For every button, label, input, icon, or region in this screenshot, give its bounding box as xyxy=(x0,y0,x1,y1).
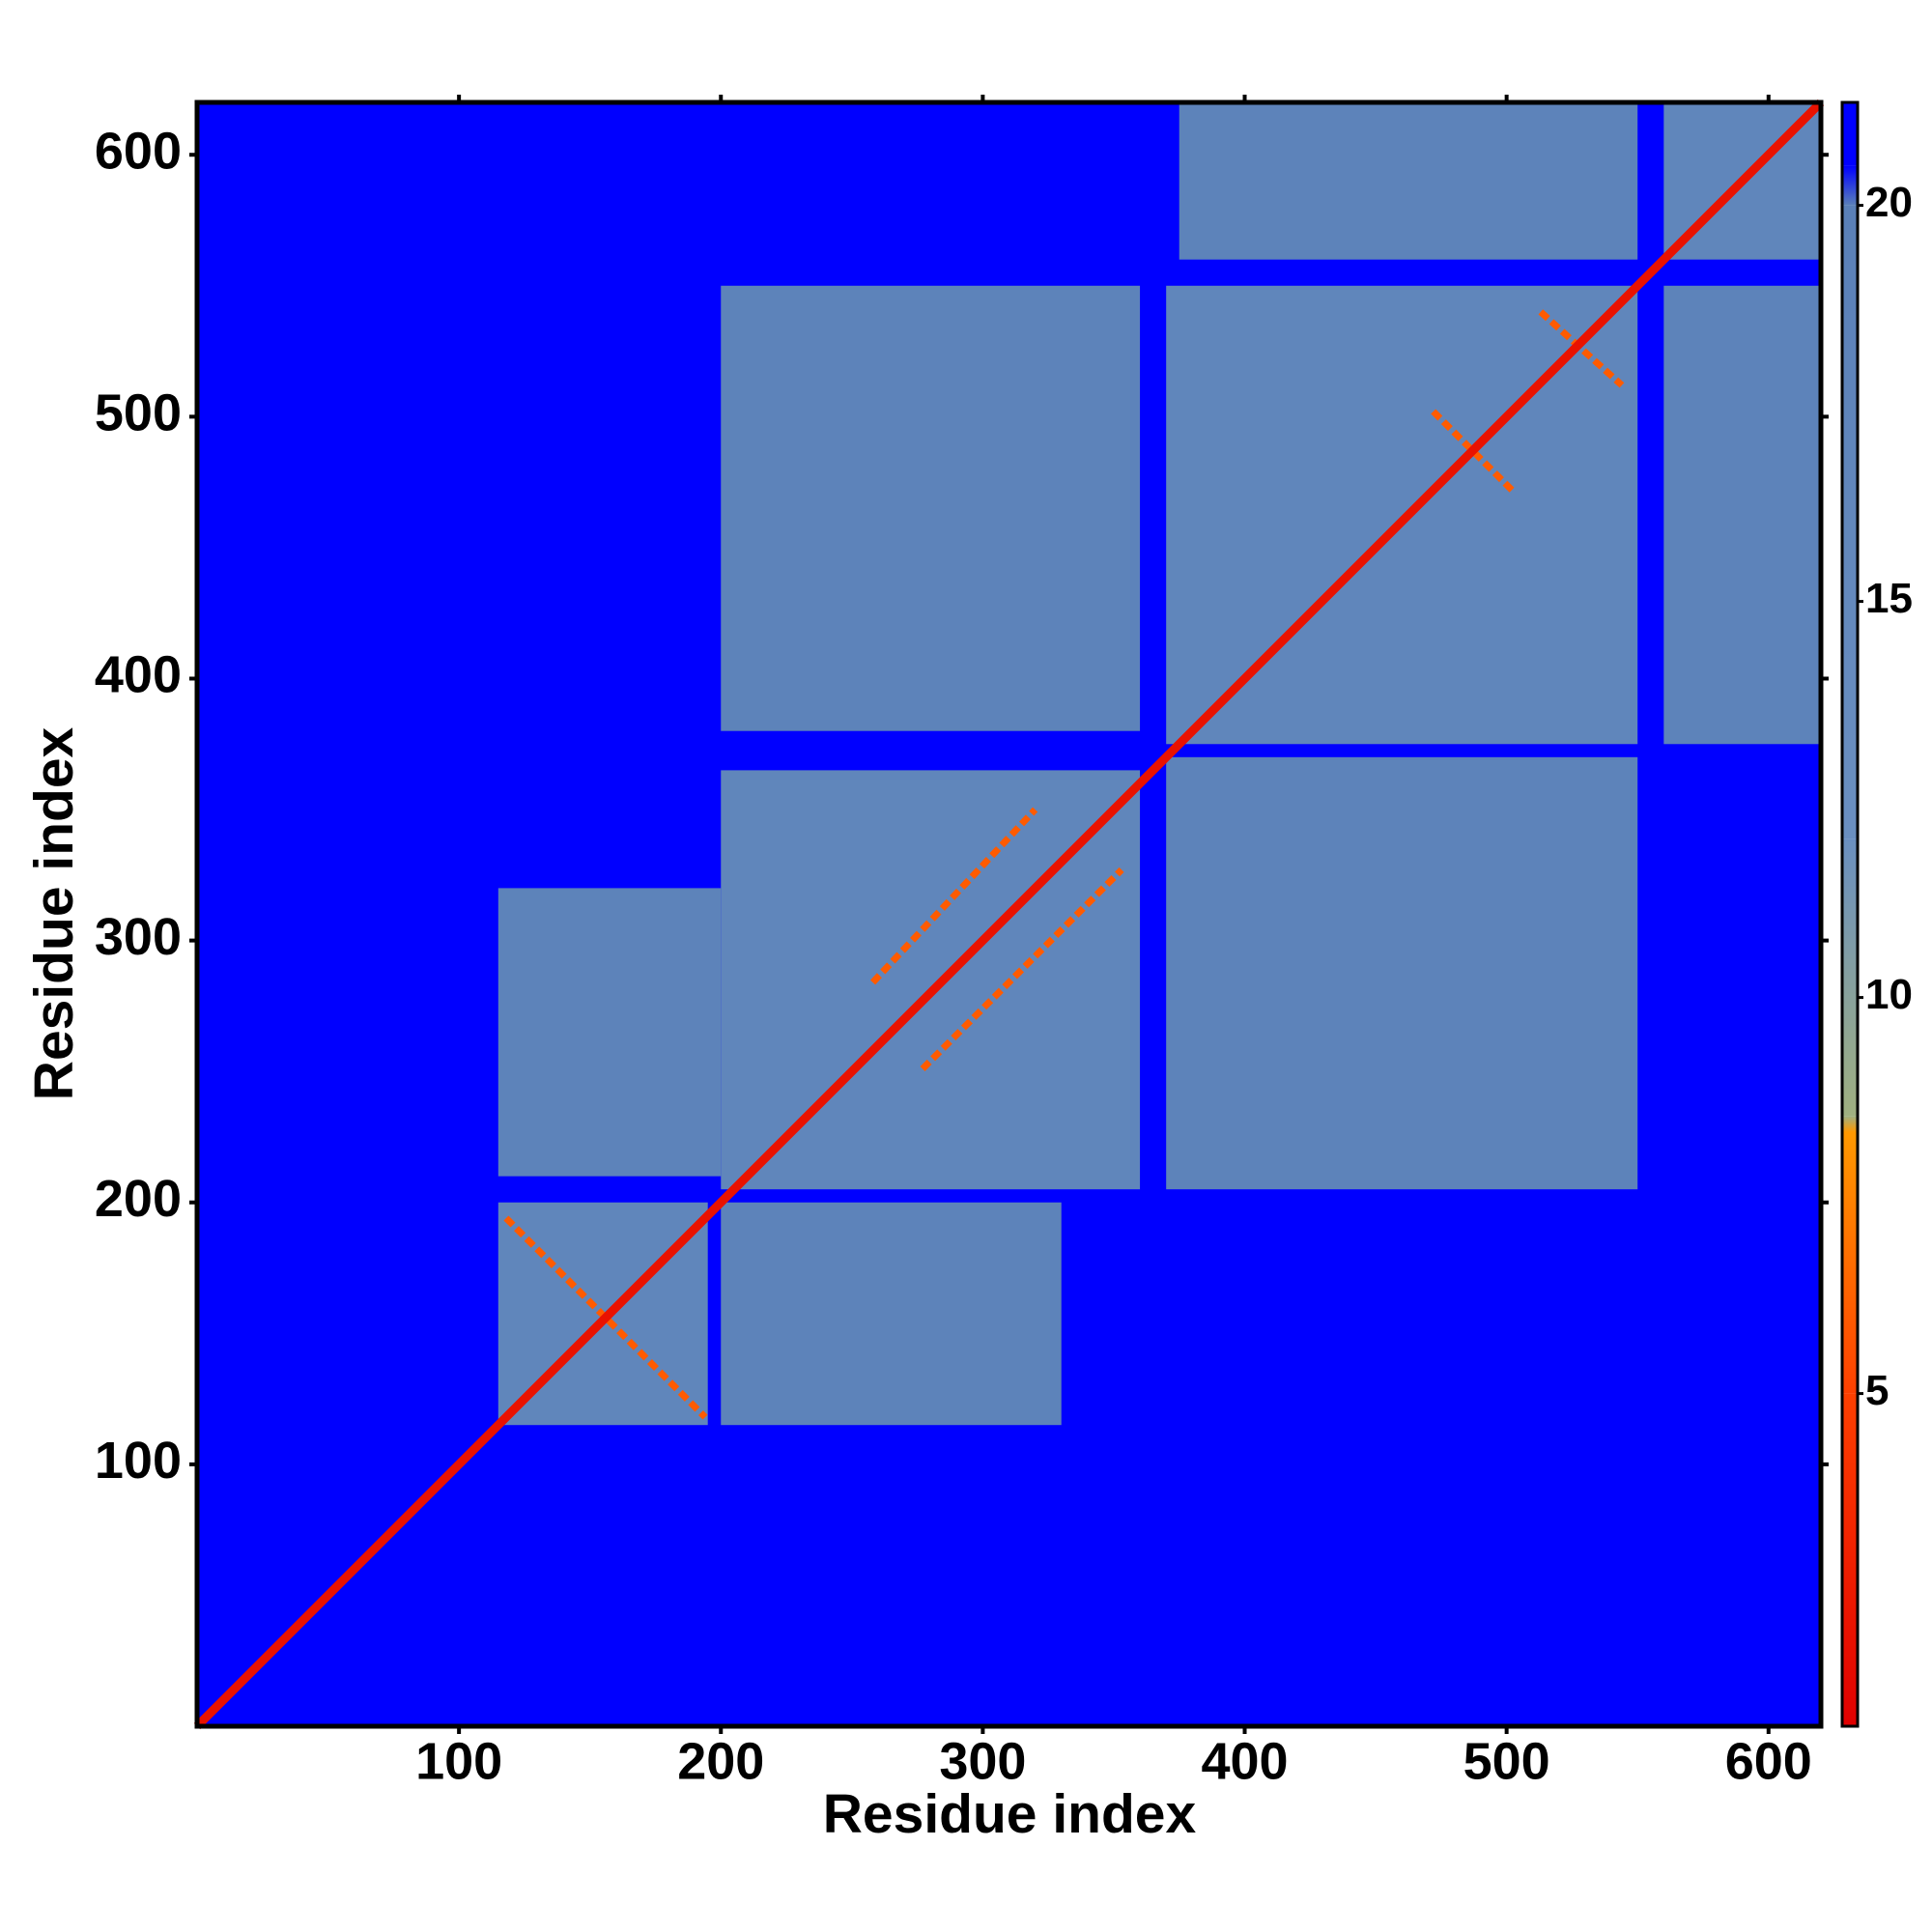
colorbar-tick-label: 15 xyxy=(1865,575,1913,622)
heatmap-cell xyxy=(1663,285,1821,745)
contact-stripe xyxy=(1538,309,1625,388)
plot-area xyxy=(193,99,1825,1730)
x-tick-label: 400 xyxy=(1201,1732,1288,1790)
x-tick-label: 200 xyxy=(677,1732,764,1790)
plot-frame xyxy=(194,99,1824,1729)
y-tick-label: 200 xyxy=(95,1170,182,1228)
x-tick-label: 100 xyxy=(415,1732,502,1790)
contact-stripe xyxy=(869,807,1038,985)
colorbar-segment xyxy=(1842,165,1858,206)
contact-stripe xyxy=(503,1215,708,1420)
y-axis-title: Residue index xyxy=(23,726,85,1100)
colorbar-segment xyxy=(1842,838,1858,1117)
heatmap-cell xyxy=(1179,102,1638,260)
colorbar-tick-label: 5 xyxy=(1865,1367,1889,1414)
colorbar-tick-label: 20 xyxy=(1865,179,1913,226)
y-tick-label: 300 xyxy=(95,908,182,966)
colorbar-segment xyxy=(1842,102,1858,166)
heatmap-cell xyxy=(721,770,1141,1190)
colorbar-tick-label: 10 xyxy=(1865,971,1913,1018)
colorbar-segment xyxy=(1842,1132,1858,1394)
colorbar-frame xyxy=(1840,100,1860,1728)
colorbar-segment xyxy=(1842,205,1858,839)
heatmap-cell xyxy=(721,1202,1062,1426)
heatmap-cell xyxy=(1166,756,1638,1190)
y-tick-label: 600 xyxy=(95,122,182,180)
diagonal xyxy=(193,99,1825,1730)
x-tick-label: 600 xyxy=(1725,1732,1812,1790)
y-tick-label: 400 xyxy=(95,646,182,704)
contact-stripe xyxy=(920,867,1124,1071)
y-tick-label: 500 xyxy=(95,384,182,442)
x-tick-label: 500 xyxy=(1463,1732,1550,1790)
x-tick-label: 300 xyxy=(939,1732,1026,1790)
heatmap-cell xyxy=(721,285,1141,731)
x-axis-title: Residue index xyxy=(823,1783,1197,1845)
colorbar-segment xyxy=(1842,1116,1858,1132)
heatmap-cell xyxy=(497,888,722,1177)
colorbar-segment xyxy=(1842,1393,1858,1726)
contact-stripe xyxy=(1431,409,1518,496)
y-tick-label: 100 xyxy=(95,1432,182,1490)
